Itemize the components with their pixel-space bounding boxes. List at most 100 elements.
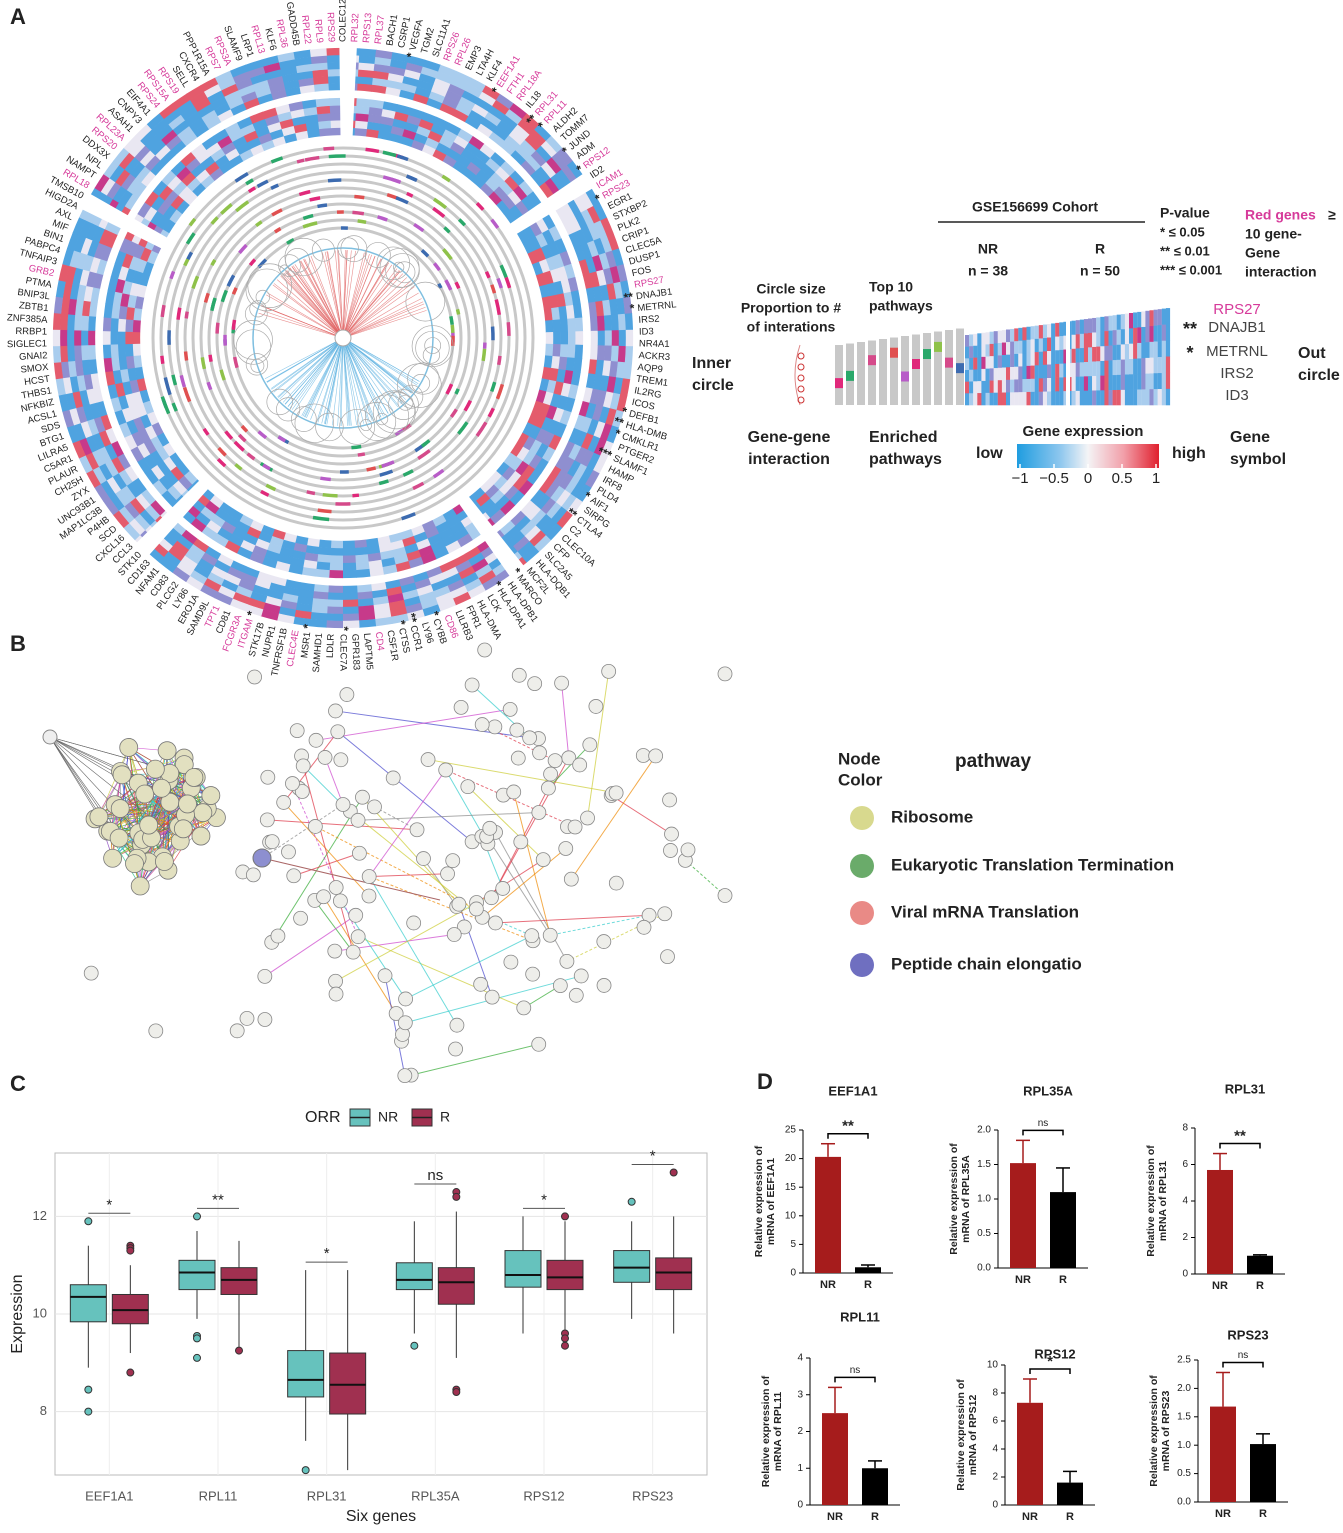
network-node [316,889,331,905]
pathway-hit [255,220,263,228]
heatmap-cell [258,132,273,145]
significance-star: * [490,579,505,591]
wedge-heat [997,367,1002,381]
outlier [452,1388,461,1397]
heatmap-cell [114,250,127,267]
heatmap-cell [252,118,268,131]
interaction-line [342,268,398,339]
network-edge [264,914,356,977]
heatmap-cell [281,539,296,551]
heatmap-cell [136,377,147,392]
wedge-heat [989,356,994,369]
heatmap-cell [408,107,425,120]
interaction-line [266,294,344,339]
heatmap-cell [102,344,112,359]
heatmap-cell [274,560,291,572]
heatmap-cell [528,425,542,441]
heatmap-cell [311,62,329,71]
pathway-hit [277,435,287,443]
gene-label: IRS2 [638,314,660,326]
heatmap-cell [355,105,370,115]
wedge-heat [993,392,998,406]
interaction-circle [407,362,440,395]
box [655,1257,693,1291]
heatmap-cell [240,123,256,137]
pathway-hit [245,178,254,186]
heatmap-cell [139,272,151,287]
bar [1010,1163,1036,1268]
heatmap-cell [260,609,279,621]
wedge-pathway [901,336,909,405]
wedge-heat [973,357,978,370]
wedge-heat [993,355,998,369]
wedge-heat [1063,335,1068,350]
wedge-pathway [923,333,931,405]
wedge-heat [1051,391,1056,406]
wedge-heat [1100,316,1105,332]
y-tick-label: 25 [785,1125,797,1136]
heatmap-cell [290,108,306,119]
wedge-heat [1075,376,1080,392]
heatmap-cell [62,376,73,395]
wedge-heat [1083,362,1089,377]
network-edge [368,876,458,1026]
wedge-heat [1010,379,1015,393]
network-node [397,1015,413,1031]
heatmap-cell [552,319,561,333]
interaction-line [342,298,422,339]
heatmap-cell [83,285,94,302]
heatmap-cell [111,304,121,319]
interaction-line [291,266,344,339]
pathway-hit [234,463,243,471]
heatmap-cell [354,120,369,130]
outlier [84,1217,93,1226]
gene-label: PTMA [25,275,54,291]
network-node [580,810,595,826]
wedge-heat [1018,340,1023,354]
legend-title: ORR [305,1109,341,1126]
heatmap-cell [558,356,568,371]
network-node [191,826,211,846]
gene-label: GRB2 [28,263,56,279]
significance-label: ns [1038,1118,1049,1129]
wedge-heat [1038,391,1043,406]
wedge-heat [1108,375,1113,391]
interaction-circle [393,261,405,273]
box [178,1259,216,1291]
wedge-heat [1079,319,1084,335]
interaction-line [324,251,344,339]
network-node [477,642,493,658]
network-node [174,755,194,774]
y-tick-label: 0 [992,1500,998,1511]
interaction-circle [377,391,416,430]
heatmap-cell [135,258,148,274]
pathway-hit [317,508,332,514]
heatmap-cell [393,111,410,123]
bottom-label: Enriched [869,429,937,446]
heatmap-cell [288,101,304,112]
pathway-hit [208,354,213,362]
heatmap-cell [298,582,315,592]
wedge-heat [1030,339,1035,353]
wedge-pathway [890,337,898,405]
x-tick-label: RPL31 [307,1488,347,1503]
heatmap-cell [132,416,146,432]
gene-label: RPL32 [349,13,361,42]
heatmap-cell [264,114,281,127]
heatmap-cell [310,55,328,64]
outlier [193,1212,201,1221]
heatmap-cell [237,116,253,130]
interaction-circle [266,388,293,416]
network-node [350,929,366,945]
pathway-hit [235,200,250,213]
wedge-heat [1034,365,1039,379]
panel-label: D [757,1069,773,1094]
gene-label: LDLR [325,633,337,658]
wedge-heat [1124,313,1130,330]
interaction-line [278,337,344,398]
wedge-pathway-hit [835,378,843,389]
heatmap-cell [275,103,291,115]
heatmap-cell [55,377,66,396]
significance-star: * [427,609,442,618]
wedge-heat [965,370,970,382]
